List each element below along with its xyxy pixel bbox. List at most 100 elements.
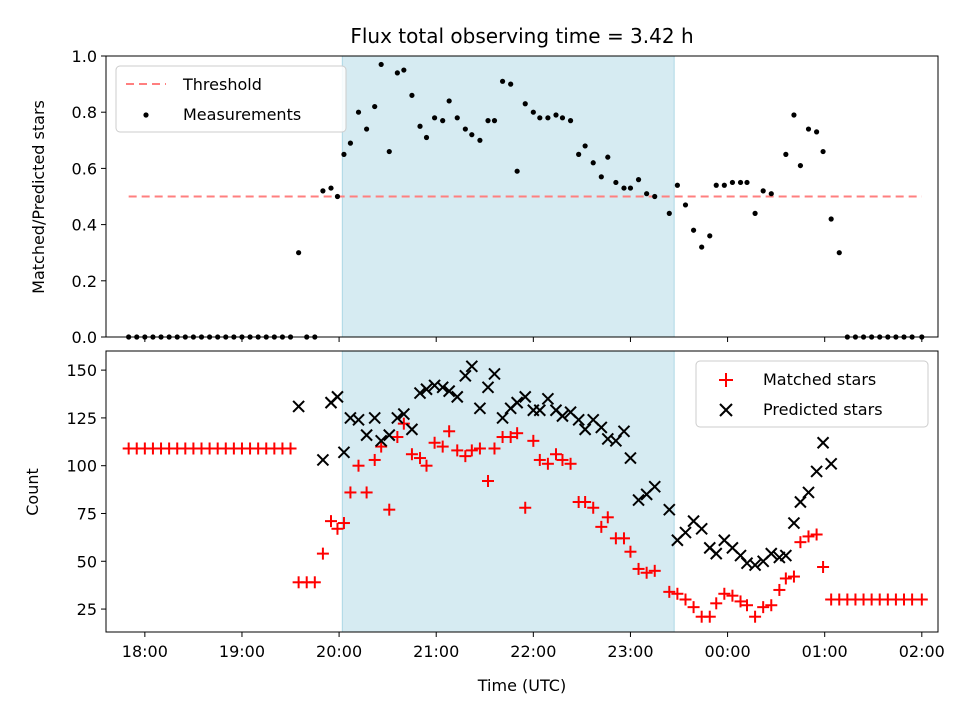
measurement-point <box>372 103 378 110</box>
measurement-point <box>567 118 574 124</box>
matched-point <box>595 520 608 533</box>
bottom-panel: 25 50 75 100 125 150 18:00 19:00 20:00 21:00 22:0… <box>23 350 945 695</box>
measurement-point <box>797 162 804 169</box>
measurement-point <box>328 185 334 191</box>
measurement-point <box>613 179 619 186</box>
matched-point <box>740 599 753 612</box>
bottom-x-tick-label: 19:00 <box>219 642 265 661</box>
predicted-point <box>695 522 708 535</box>
matched-point <box>726 589 739 602</box>
measurement-point <box>423 134 430 141</box>
measurement-point <box>682 202 689 208</box>
top-legend: Threshold Measurements <box>115 65 347 133</box>
predicted-point <box>710 547 723 560</box>
predicted-point-b <box>703 541 716 555</box>
predicted-point <box>810 465 823 478</box>
bottom-y-tick-label: 125 <box>66 409 97 428</box>
matched-point <box>718 587 731 600</box>
measurement-point <box>576 151 582 157</box>
predicted-point-b <box>710 547 723 560</box>
measurement-point <box>545 115 551 121</box>
predicted-point-b <box>726 541 739 555</box>
measurement-point <box>364 126 370 132</box>
measurement-point <box>522 101 528 107</box>
predicted-point <box>442 384 456 398</box>
predicted-point <box>816 436 830 449</box>
measurement-point <box>674 182 680 188</box>
predicted-point-b <box>734 549 747 562</box>
predicted-point-b <box>779 549 793 562</box>
matched-point <box>482 474 495 487</box>
matched-point <box>337 517 350 530</box>
top-y-tick-label: 0.6 <box>72 159 97 178</box>
matched-point <box>459 450 472 463</box>
measurement-points <box>126 61 925 340</box>
measurement-point <box>713 182 719 188</box>
predicted-point-b <box>632 493 645 507</box>
bottom-x-tick-label: 20:00 <box>316 642 362 661</box>
legend-predicted-swatch <box>719 403 733 417</box>
predicted-point <box>595 421 608 434</box>
matched-point <box>428 436 441 449</box>
measurement-point <box>454 115 460 121</box>
matched-point <box>405 448 418 461</box>
top-y-tick-label: 0.4 <box>72 216 97 235</box>
predicted-point <box>624 451 637 465</box>
measurement-point <box>598 174 604 180</box>
predicted-point-b <box>360 428 373 442</box>
predicted-point <box>519 390 532 404</box>
predicted-point-b <box>442 384 456 398</box>
measurement-point <box>431 115 438 121</box>
matched-point <box>787 570 800 583</box>
legend-measurements-label: Measurements <box>183 105 301 124</box>
predicted-point <box>824 457 838 470</box>
predicted-point-b <box>420 383 433 396</box>
matched-point <box>765 599 778 612</box>
matched-point <box>352 459 365 472</box>
predicted-point-b <box>802 486 815 499</box>
measurement-point <box>699 244 705 250</box>
top-y-axis-label: Matched/Predicted stars <box>29 100 48 294</box>
predicted-point <box>383 428 396 442</box>
predicted-point <box>459 369 472 383</box>
predicted-point-b <box>488 367 501 381</box>
matched-point <box>344 486 357 499</box>
predicted-point-b <box>397 407 411 421</box>
predicted-point <box>473 402 487 415</box>
bottom-y-tick-label: 25 <box>77 600 97 619</box>
predicted-point-b <box>624 451 637 465</box>
predicted-point-b <box>648 480 661 493</box>
matched-point <box>734 595 747 608</box>
predicted-point <box>748 558 762 572</box>
chart-title: Flux total observing time = 3.42 h <box>350 24 693 48</box>
measurement-point <box>820 148 826 155</box>
measurement-point <box>783 151 789 157</box>
predicted-point-b <box>787 516 801 530</box>
predicted-point-b <box>810 465 823 478</box>
predicted-point-b <box>718 534 731 547</box>
bottom-x-axis-label: Time (UTC) <box>477 676 566 695</box>
matched-point <box>316 547 329 560</box>
matched-point <box>331 522 344 535</box>
measurement-point <box>582 143 588 149</box>
measurement-point <box>355 109 362 115</box>
top-x-ticks <box>144 337 923 342</box>
predicted-point-b <box>617 425 631 438</box>
measurement-point <box>469 132 475 138</box>
predicted-point-b <box>374 434 388 448</box>
predicted-point-b <box>595 421 608 434</box>
matched-point <box>451 444 464 457</box>
top-y-tick-label: 0.2 <box>72 272 97 291</box>
predicted-point-b <box>352 413 365 427</box>
matched-point <box>391 431 404 444</box>
predicted-point-b <box>765 547 778 560</box>
predicted-point-b <box>695 522 708 535</box>
measurement-point <box>666 210 672 216</box>
bottom-x-tick-label: 01:00 <box>802 642 848 661</box>
matched-point <box>511 427 524 440</box>
predicted-point <box>391 411 404 425</box>
measurement-point <box>347 140 354 146</box>
matched-point <box>473 442 486 455</box>
measurement-point <box>744 179 750 186</box>
